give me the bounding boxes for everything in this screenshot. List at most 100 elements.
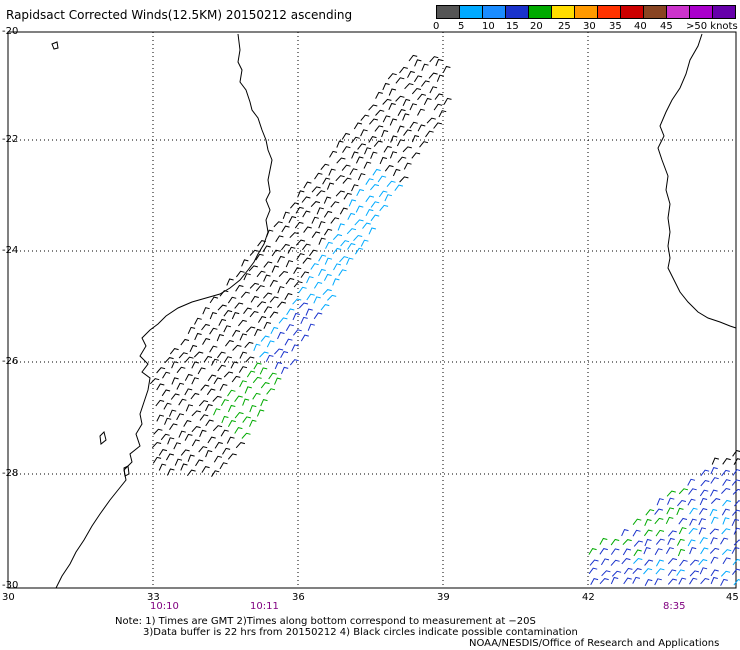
wind-barb (298, 286, 307, 294)
wind-barb (710, 467, 718, 475)
wind-barb (280, 366, 289, 375)
wind-barb (667, 530, 677, 537)
wind-barb (253, 343, 261, 351)
wind-barb (156, 414, 165, 422)
wind-barb (382, 115, 391, 123)
wind-barb (300, 271, 310, 278)
credit-line: NOAA/NESDIS/Office of Research and Appli… (469, 638, 720, 649)
wind-barb (277, 301, 287, 308)
wind-barb (207, 436, 216, 444)
wind-barb (600, 558, 610, 566)
wind-barb (689, 577, 698, 585)
wind-barb (226, 436, 235, 444)
wind-barb (643, 568, 653, 575)
wind-barb (710, 477, 719, 484)
wind-barb (216, 334, 224, 342)
wind-barb (158, 449, 168, 456)
map-frame (7, 31, 737, 589)
wind-barb (667, 569, 677, 576)
wind-barb (322, 177, 331, 185)
wind-barb (394, 184, 404, 191)
wind-barb (654, 578, 662, 586)
wind-barb (689, 518, 697, 526)
wind-barb (249, 310, 259, 318)
wind-barb (356, 189, 365, 197)
wind-barb (316, 207, 324, 215)
wind-barb (423, 97, 432, 106)
wind-barb (687, 539, 696, 547)
wind-barb (389, 118, 398, 126)
wind-barb (402, 113, 410, 121)
pass-time: 8:35 (663, 601, 686, 612)
wind-barb (222, 447, 231, 455)
wind-barb (721, 487, 731, 494)
wind-barb (244, 341, 254, 349)
wind-barb (249, 419, 257, 427)
wind-barb (332, 247, 342, 255)
wind-barb (409, 103, 418, 111)
wind-barb (388, 88, 397, 96)
wind-barb (211, 358, 219, 366)
wind-barb (733, 539, 740, 546)
wind-barb (364, 147, 372, 155)
wind-barb (260, 335, 270, 342)
wind-barb (368, 136, 377, 143)
wind-barb (260, 382, 270, 389)
wind-barb (374, 125, 384, 132)
wind-barb (711, 457, 720, 465)
wind-barb (330, 217, 340, 224)
wind-barb (710, 498, 721, 504)
pass-time: 10:11 (250, 601, 279, 612)
wind-barb (632, 518, 642, 526)
wind-barb (273, 221, 283, 228)
wind-barb (176, 382, 185, 390)
wind-barb (205, 450, 213, 458)
map-title: Rapidsact Corrected Winds(12.5KM) 201502… (6, 8, 353, 22)
wind-barb (187, 454, 195, 462)
wind-barb (599, 537, 608, 545)
wind-barb (212, 395, 222, 402)
wind-barb (281, 243, 290, 251)
wind-barb (588, 548, 597, 555)
wind-barb (241, 259, 249, 267)
wind-barb (362, 222, 371, 229)
wind-barb (313, 312, 323, 320)
wind-barb (235, 442, 246, 449)
wind-barb (408, 54, 418, 62)
wind-barb (227, 453, 237, 460)
wind-barb (297, 190, 305, 198)
wind-barb (289, 359, 299, 366)
wind-barb (678, 488, 689, 495)
wind-barb (655, 529, 665, 537)
wind-barb (202, 307, 210, 315)
wind-barb (254, 328, 262, 337)
wind-barb (343, 192, 352, 200)
wind-barb (217, 351, 226, 359)
note-line-2: 3)Data buffer is 22 hrs from 20150212 4)… (143, 627, 578, 638)
wind-barb (244, 386, 252, 394)
wind-barb (185, 404, 194, 412)
wind-barb (323, 228, 333, 236)
wind-barb (442, 65, 451, 73)
wind-barb (377, 175, 387, 183)
wind-barb (292, 312, 300, 321)
wind-barb (411, 135, 420, 143)
wind-barb (610, 559, 620, 566)
wind-barb (268, 372, 277, 380)
wind-barb (722, 458, 731, 465)
wind-barb (733, 579, 740, 586)
legend-label: 10 (482, 21, 495, 32)
wind-barb (223, 356, 233, 364)
wind-barb (621, 558, 631, 565)
wind-barb (733, 527, 740, 535)
wind-barb (369, 118, 379, 125)
wind-barb (710, 569, 719, 577)
wind-barb (397, 109, 406, 116)
wind-barb (379, 156, 388, 165)
wind-barb (195, 459, 204, 467)
legend-label: >50 knots (686, 21, 738, 32)
wind-barb (720, 537, 729, 545)
legend-label: 0 (433, 21, 440, 32)
wind-barb (429, 56, 439, 63)
